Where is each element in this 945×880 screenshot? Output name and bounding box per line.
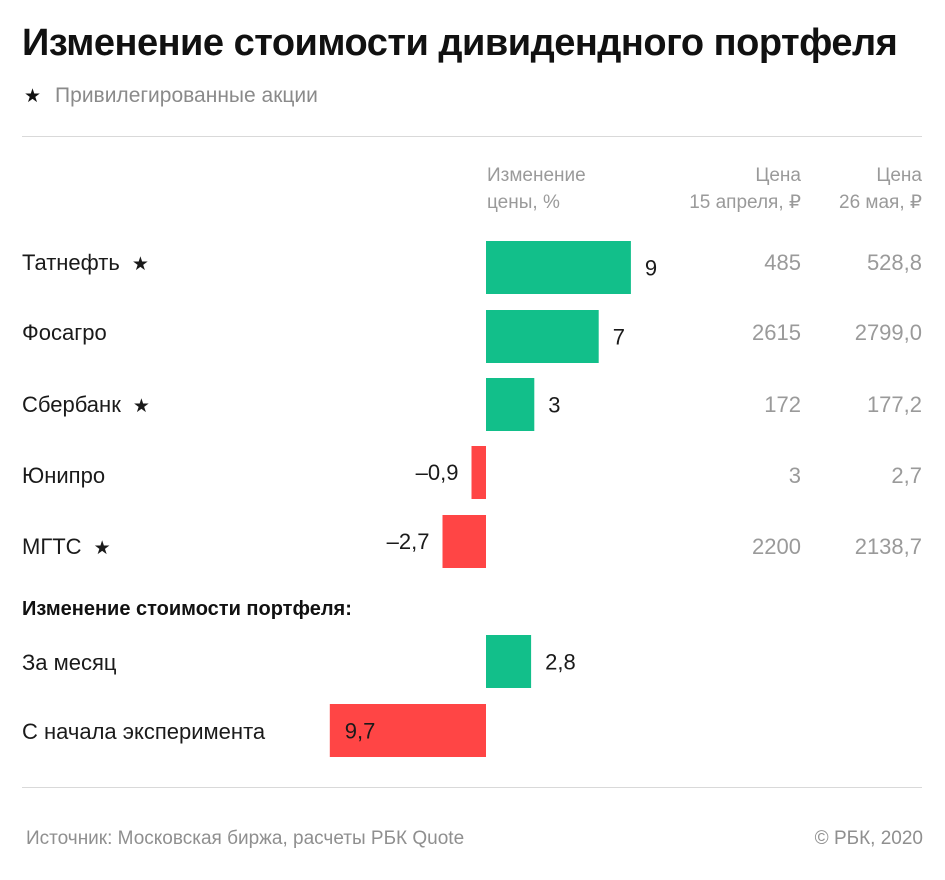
row-label-mgts: МГТС ★ bbox=[22, 534, 111, 559]
legend-text: Привилегированные акции bbox=[55, 84, 318, 107]
bar-2 bbox=[486, 310, 599, 363]
price-may-unipro: 2,7 bbox=[891, 463, 922, 488]
bar-value-label-4: –0,9 bbox=[416, 460, 459, 485]
bar-value-label-7: 9,7 bbox=[345, 719, 376, 744]
price-apr-unipro: 3 bbox=[788, 463, 801, 488]
bar-5 bbox=[442, 515, 486, 568]
bottom-divider bbox=[22, 787, 922, 788]
row-label-fosagro: Фосагро bbox=[22, 320, 107, 345]
price-apr-mgts: 2200 bbox=[752, 534, 801, 559]
price-apr-fosagro: 2615 bbox=[752, 320, 801, 345]
row-label-unipro: Юнипро bbox=[22, 463, 106, 488]
price-may-sberbank: 177,2 bbox=[866, 392, 922, 417]
star-icon: ★ bbox=[93, 538, 111, 559]
price-apr-tatneft: 485 bbox=[764, 250, 801, 275]
copyright: © РБК, 2020 bbox=[814, 828, 923, 849]
star-icon: ★ bbox=[132, 396, 150, 417]
row-label-month: За месяц bbox=[22, 650, 117, 675]
row-label-tatneft: Татнефть ★ bbox=[22, 250, 149, 275]
bar-value-label-2: 7 bbox=[613, 325, 625, 350]
chart-title: Изменение стоимости дивидендного портфел… bbox=[22, 22, 898, 64]
bar-4 bbox=[471, 446, 486, 499]
legend: ★ Привилегированные акции bbox=[24, 84, 318, 108]
bar-value-label-1: 9 bbox=[645, 256, 657, 281]
bar-1 bbox=[486, 241, 631, 294]
star-icon: ★ bbox=[24, 86, 42, 107]
price-may-fosagro: 2799,0 bbox=[854, 320, 922, 345]
header-change: Изменение цены, % bbox=[487, 165, 586, 213]
bar-6 bbox=[486, 635, 532, 688]
price-may-tatneft: 528,8 bbox=[866, 250, 922, 275]
bar-value-label-6: 2,8 bbox=[545, 650, 576, 675]
row-label-sberbank: Сбербанк ★ bbox=[22, 392, 150, 417]
row-label-since-start: С начала эксперимента bbox=[22, 719, 266, 744]
bar-3 bbox=[486, 378, 535, 431]
bar-value-label-3: 3 bbox=[548, 393, 560, 418]
portfolio-heading: Изменение стоимости портфеля: bbox=[22, 598, 352, 620]
bar-value-label-5: –2,7 bbox=[387, 529, 430, 554]
source-note: Источник: Московская биржа, расчеты РБК … bbox=[26, 828, 465, 849]
price-apr-sberbank: 172 bbox=[764, 392, 801, 417]
bar-7 bbox=[329, 704, 486, 757]
star-icon: ★ bbox=[131, 254, 149, 275]
top-divider bbox=[22, 136, 922, 137]
header-price-may: Цена 26 мая, ₽ bbox=[839, 165, 922, 213]
price-may-mgts: 2138,7 bbox=[854, 534, 922, 559]
header-price-apr: Цена 15 апреля, ₽ bbox=[689, 165, 801, 213]
